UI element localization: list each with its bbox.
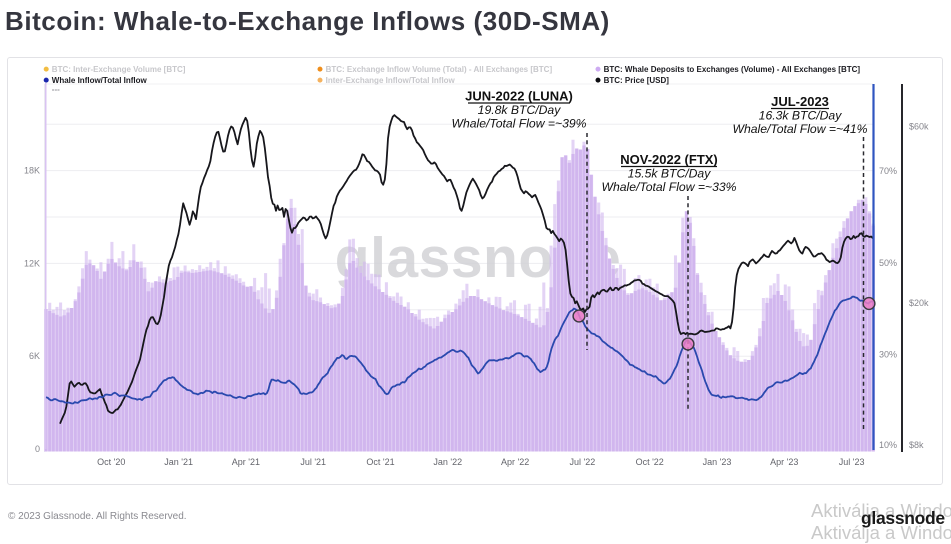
svg-text:Whale/Total Flow =~33%: Whale/Total Flow =~33%	[601, 180, 736, 194]
svg-text:0: 0	[35, 444, 40, 454]
svg-text:Oct '20: Oct '20	[97, 457, 125, 467]
svg-text:---: ---	[52, 85, 60, 94]
svg-text:Jul '22: Jul '22	[570, 457, 596, 467]
svg-text:Apr '22: Apr '22	[501, 457, 529, 467]
svg-text:NOV-2022 (FTX): NOV-2022 (FTX)	[620, 152, 718, 167]
svg-text:Jan '22: Jan '22	[433, 457, 462, 467]
svg-text:BTC: Inter-Exchange Volume [BT: BTC: Inter-Exchange Volume [BTC]	[52, 65, 186, 74]
svg-text:Oct '22: Oct '22	[636, 457, 664, 467]
svg-text:Jul '21: Jul '21	[300, 457, 326, 467]
svg-text:50%: 50%	[879, 258, 897, 268]
svg-text:Jan '21: Jan '21	[164, 457, 193, 467]
svg-text:BTC: Price [USD]: BTC: Price [USD]	[604, 76, 670, 85]
svg-text:16.3k BTC/Day: 16.3k BTC/Day	[759, 109, 843, 123]
svg-text:Apr '21: Apr '21	[232, 457, 260, 467]
svg-text:30%: 30%	[879, 350, 897, 360]
svg-text:Apr '23: Apr '23	[770, 457, 798, 467]
svg-text:12K: 12K	[24, 258, 40, 268]
svg-text:10%: 10%	[879, 440, 897, 450]
svg-text:70%: 70%	[879, 166, 897, 176]
svg-text:19.8k BTC/Day: 19.8k BTC/Day	[478, 103, 562, 117]
svg-text:JUN-2022 (LUNA): JUN-2022 (LUNA)	[465, 89, 573, 104]
svg-text:Whale Inflow/Total Inflow: Whale Inflow/Total Inflow	[52, 76, 148, 85]
svg-text:Whale/Total Flow =~39%: Whale/Total Flow =~39%	[451, 117, 586, 131]
svg-text:$8k: $8k	[909, 440, 924, 450]
svg-text:15.5k BTC/Day: 15.5k BTC/Day	[628, 167, 712, 181]
svg-text:6K: 6K	[29, 351, 40, 361]
svg-text:BTC: Exchange Inflow Volume (T: BTC: Exchange Inflow Volume (Total) - Al…	[326, 65, 553, 74]
svg-text:JUL-2023: JUL-2023	[771, 94, 829, 109]
svg-text:$60k: $60k	[909, 122, 929, 132]
svg-text:Whale/Total Flow =~41%: Whale/Total Flow =~41%	[732, 122, 867, 136]
svg-text:Jan '23: Jan '23	[703, 457, 732, 467]
svg-text:$20k: $20k	[909, 298, 929, 308]
svg-text:Jul '23: Jul '23	[839, 457, 865, 467]
svg-text:18K: 18K	[24, 166, 40, 176]
svg-text:Oct '21: Oct '21	[366, 457, 394, 467]
svg-text:BTC: Whale Deposits to Exchang: BTC: Whale Deposits to Exchanges (Volume…	[604, 65, 861, 74]
svg-text:Inter-Exchange Inflow/Total In: Inter-Exchange Inflow/Total Inflow	[326, 76, 456, 85]
